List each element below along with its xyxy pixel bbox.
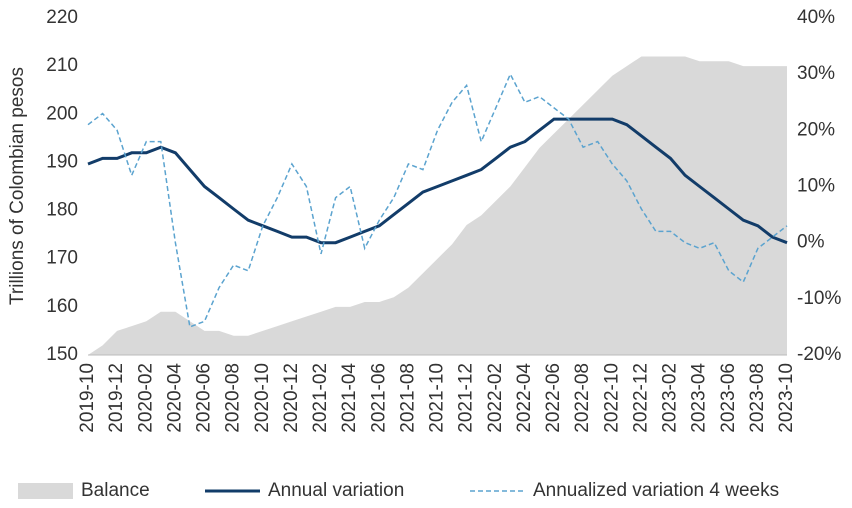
x-tick-label: 2023-06 [718,363,739,433]
x-tick-label: 2022-10 [601,363,622,433]
x-tick-label: 2020-02 [135,363,156,433]
y2-tick-label: -10% [797,288,841,309]
legend-label: Annual variation [268,480,404,501]
y-tick-label: 210 [46,55,78,76]
x-tick-label: 2021-10 [427,363,448,433]
y2-tick-label: 40% [797,7,835,28]
x-tick-label: 2022-06 [543,363,564,433]
y-tick-label: 190 [46,151,78,172]
y-tick-label: 180 [46,200,78,221]
y2-tick-label: 10% [797,176,835,197]
area [88,56,787,355]
y-tick-label: 200 [46,103,78,124]
x-tick-label: 2020-04 [164,363,185,433]
x-tick-label: 2021-06 [368,363,389,433]
x-tick-label: 2019-10 [77,363,98,433]
y-tick-label: 150 [46,344,78,365]
y2-tick-label: 30% [797,63,835,84]
x-tick-label: 2023-08 [747,363,768,433]
x-tick-label: 2022-02 [485,363,506,433]
x-tick-label: 2021-08 [397,363,418,433]
legend-swatch [18,483,73,499]
x-tick-label: 2023-04 [689,363,710,433]
x-tick-label: 2022-08 [572,363,593,433]
y2-tick-label: 0% [797,232,825,253]
y-tick-label: 160 [46,296,78,317]
y-axis-label: Trillions of Colombian pesos [7,67,28,305]
x-tick-label: 2021-12 [456,363,477,433]
x-tick-label: 2023-02 [660,363,681,433]
x-tick-label: 2020-08 [223,363,244,433]
y-tick-label: 220 [46,7,78,28]
line [87,72,788,328]
x-tick-label: 2022-12 [630,363,651,433]
x-tick-label: 2021-04 [339,363,360,433]
y2-tick-label: -20% [797,344,841,365]
y2-tick-label: 20% [797,119,835,140]
x-tick-label: 2020-06 [194,363,215,433]
legend-label: Annualized variation 4 weeks [533,480,779,501]
x-tick-label: 2019-12 [106,363,127,433]
x-tick-label: 2020-10 [252,363,273,433]
y-tick-label: 170 [46,248,78,269]
x-tick-label: 2022-04 [514,363,535,433]
x-tick-label: 2023-10 [776,363,797,433]
line [87,117,788,245]
legend-label: Balance [81,480,150,501]
x-tick-label: 2020-12 [281,363,302,433]
x-tick-label: 2021-02 [310,363,331,433]
